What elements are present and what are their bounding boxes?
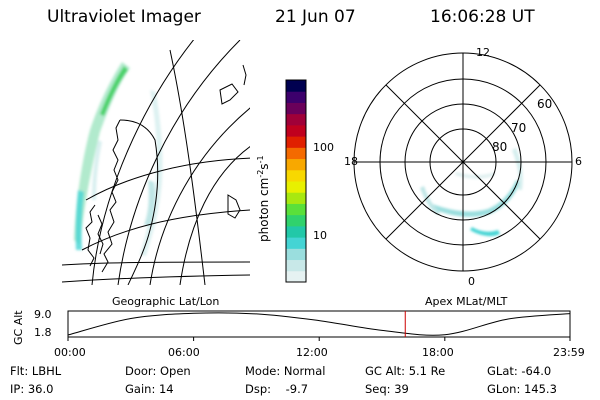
info-ip: IP: 36.0 [10, 382, 54, 396]
colorbar [286, 80, 306, 283]
mlat-label-70: 70 [511, 121, 527, 135]
info-gain: Gain: 14 [125, 382, 174, 396]
altitude-plot [67, 310, 571, 341]
colorbar-segment [286, 124, 306, 137]
polar-grid [353, 52, 573, 272]
colorbar-segment [286, 192, 306, 204]
mlt-label-18: 18 [344, 155, 358, 168]
aurora-emission-left [74, 62, 163, 256]
info-seq: Seq: 39 [365, 382, 409, 396]
unit-exp1: -2 [256, 169, 265, 178]
colorbar-segment [286, 203, 306, 216]
altitude-ytick-min: 1.8 [34, 326, 52, 339]
colorbar-segment [286, 136, 306, 148]
polar-plot [353, 52, 573, 272]
colorbar-frame [285, 79, 307, 283]
altitude-curve [67, 312, 571, 336]
mlt-label-12: 12 [476, 46, 490, 59]
colorbar-segment [286, 102, 306, 115]
colorbar-segment [286, 237, 306, 249]
info-glat: GLat: -64.0 [487, 364, 552, 378]
colorbar-segment [286, 248, 306, 261]
mlt-label-0: 0 [468, 275, 475, 288]
colorbar-segment [286, 91, 306, 103]
mlt-label-6: 6 [575, 155, 582, 168]
colorbar-unit-label: photon cm-2s-1 [256, 155, 271, 242]
geographic-grid [62, 40, 250, 285]
unit-mid: s [257, 163, 271, 170]
aurora-emission-polar [420, 148, 523, 237]
observation-date: 21 Jun 07 [275, 7, 356, 27]
colorbar-segment [286, 259, 306, 272]
coastline [85, 64, 247, 273]
xtick-2359: 23:59 [553, 346, 585, 359]
unit-text: photon cm [257, 177, 271, 242]
geographic-label: Geographic Lat/Lon [112, 295, 220, 308]
info-mode: Mode: Normal [245, 364, 326, 378]
mlat-label-80: 80 [492, 140, 508, 154]
colorbar-segment [286, 113, 306, 126]
colorbar-segment [286, 169, 306, 182]
colorbar-segment [286, 147, 306, 160]
xtick-0000: 00:00 [54, 346, 86, 359]
apex-label: Apex MLat/MLT [425, 295, 508, 308]
xtick-1200: 12:00 [296, 346, 328, 359]
colorbar-tick-100: 100 [313, 141, 334, 154]
colorbar-segment [286, 214, 306, 227]
xtick-1800: 18:00 [422, 346, 454, 359]
info-door: Door: Open [125, 364, 191, 378]
info-dsp: Dsp: -9.7 [245, 382, 309, 396]
info-gc-alt: GC Alt: 5.1 Re [365, 364, 446, 378]
observation-time: 16:06:28 UT [430, 7, 535, 27]
unit-exp2: -1 [256, 155, 265, 164]
geographic-image-panel [62, 40, 250, 285]
xtick-0600: 06:00 [168, 346, 200, 359]
altitude-xticks [67, 337, 571, 341]
colorbar-segment [286, 270, 306, 283]
colorbar-segment [286, 158, 306, 171]
colorbar-segment [286, 181, 306, 193]
info-filter: Flt: LBHL [10, 364, 62, 378]
mlat-label-60: 60 [537, 97, 553, 111]
altitude-ylabel: GC Alt [12, 310, 25, 345]
colorbar-segment [286, 80, 306, 92]
info-glon: GLon: 145.3 [487, 382, 557, 396]
altitude-frame [67, 310, 571, 338]
app-title: Ultraviolet Imager [47, 7, 201, 27]
colorbar-segment [286, 225, 306, 238]
colorbar-tick-10: 10 [313, 229, 327, 242]
altitude-ytick-max: 9.0 [34, 308, 52, 321]
